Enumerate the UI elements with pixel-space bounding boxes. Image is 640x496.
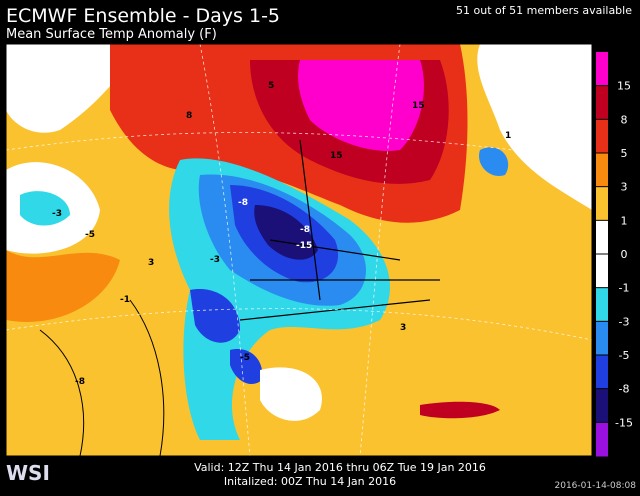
colorbar-label: 8 <box>621 113 628 126</box>
boundary-line <box>239 139 440 321</box>
colorbar-label: 15 <box>617 80 631 93</box>
logo: WSI <box>6 461 50 485</box>
anomaly-area <box>254 205 318 260</box>
anomaly-area <box>6 250 120 322</box>
colorbar-label: -3 <box>619 315 630 328</box>
map-frame <box>5 43 593 457</box>
colorbar-bin <box>596 85 608 120</box>
colorbar-label: -5 <box>619 349 630 362</box>
colorbar-bin <box>596 287 608 322</box>
colorbar-label: -15 <box>615 416 633 429</box>
title: ECMWF Ensemble - Days 1-5 <box>6 5 280 27</box>
colorbar-bin <box>596 52 608 87</box>
colorbar-label: 3 <box>621 181 628 194</box>
colorbar-bin <box>596 254 608 289</box>
colorbar-bin <box>596 153 608 188</box>
colorbar-bin <box>596 220 608 255</box>
contour-label: 3 <box>148 258 154 268</box>
colorbar-bin <box>596 388 608 423</box>
contour-label: 1 <box>505 131 511 141</box>
contour-label: 15 <box>412 101 425 111</box>
colorbar-bin <box>596 321 608 356</box>
contour-line <box>39 299 165 456</box>
graticule <box>6 44 592 456</box>
members-note: 51 out of 51 members available <box>456 4 632 17</box>
colorbar-bin <box>596 119 608 154</box>
contour-label: -15 <box>296 241 312 251</box>
contour-label: 3 <box>400 323 406 333</box>
anomaly-area <box>477 44 592 210</box>
contour-label: -3 <box>52 209 62 219</box>
contour-label: -3 <box>210 255 220 265</box>
colorbar-bin <box>596 355 608 390</box>
colorbar-label: -8 <box>619 383 630 396</box>
contour-label: -8 <box>75 377 85 387</box>
anomaly-area <box>6 44 140 133</box>
anomaly-area <box>20 191 70 226</box>
contour-label: -1 <box>120 295 130 305</box>
anomaly-area <box>479 147 509 176</box>
anomaly-area <box>298 60 424 151</box>
contour-label: -8 <box>238 198 248 208</box>
contour-label: 5 <box>268 81 274 91</box>
init-time: Initalized: 00Z Thu 14 Jan 2016 <box>224 475 396 488</box>
contour-label: 8 <box>186 111 192 121</box>
colorbar-bin <box>596 422 608 457</box>
map: 15 15 8 5 -8 -15 -8 -3 -5 -3 -5 -8 1 3 -… <box>5 43 593 457</box>
colorbar-label: -1 <box>619 282 630 295</box>
anomaly-area <box>420 401 500 419</box>
anomaly-area <box>260 367 322 421</box>
anomaly-area <box>190 289 240 343</box>
contour-label: -8 <box>300 225 310 235</box>
anomaly-area <box>230 349 263 385</box>
subtitle: Mean Surface Temp Anomaly (F) <box>6 27 217 42</box>
contour-label: -5 <box>85 230 95 240</box>
colorbar-label: 0 <box>621 248 628 261</box>
timestamp: 2016-01-14-08:08 <box>555 481 637 491</box>
contour-label: 15 <box>330 151 343 161</box>
valid-time: Valid: 12Z Thu 14 Jan 2016 thru 06Z Tue … <box>194 461 486 474</box>
colorbar-bin <box>596 186 608 221</box>
colorbar-label: 5 <box>621 147 628 160</box>
contour-label: -5 <box>240 353 250 363</box>
colorbar-label: 1 <box>621 214 628 227</box>
colorbar: 15 8 5 3 1 0 -1 -3 -5 -8 -15 <box>596 52 633 457</box>
